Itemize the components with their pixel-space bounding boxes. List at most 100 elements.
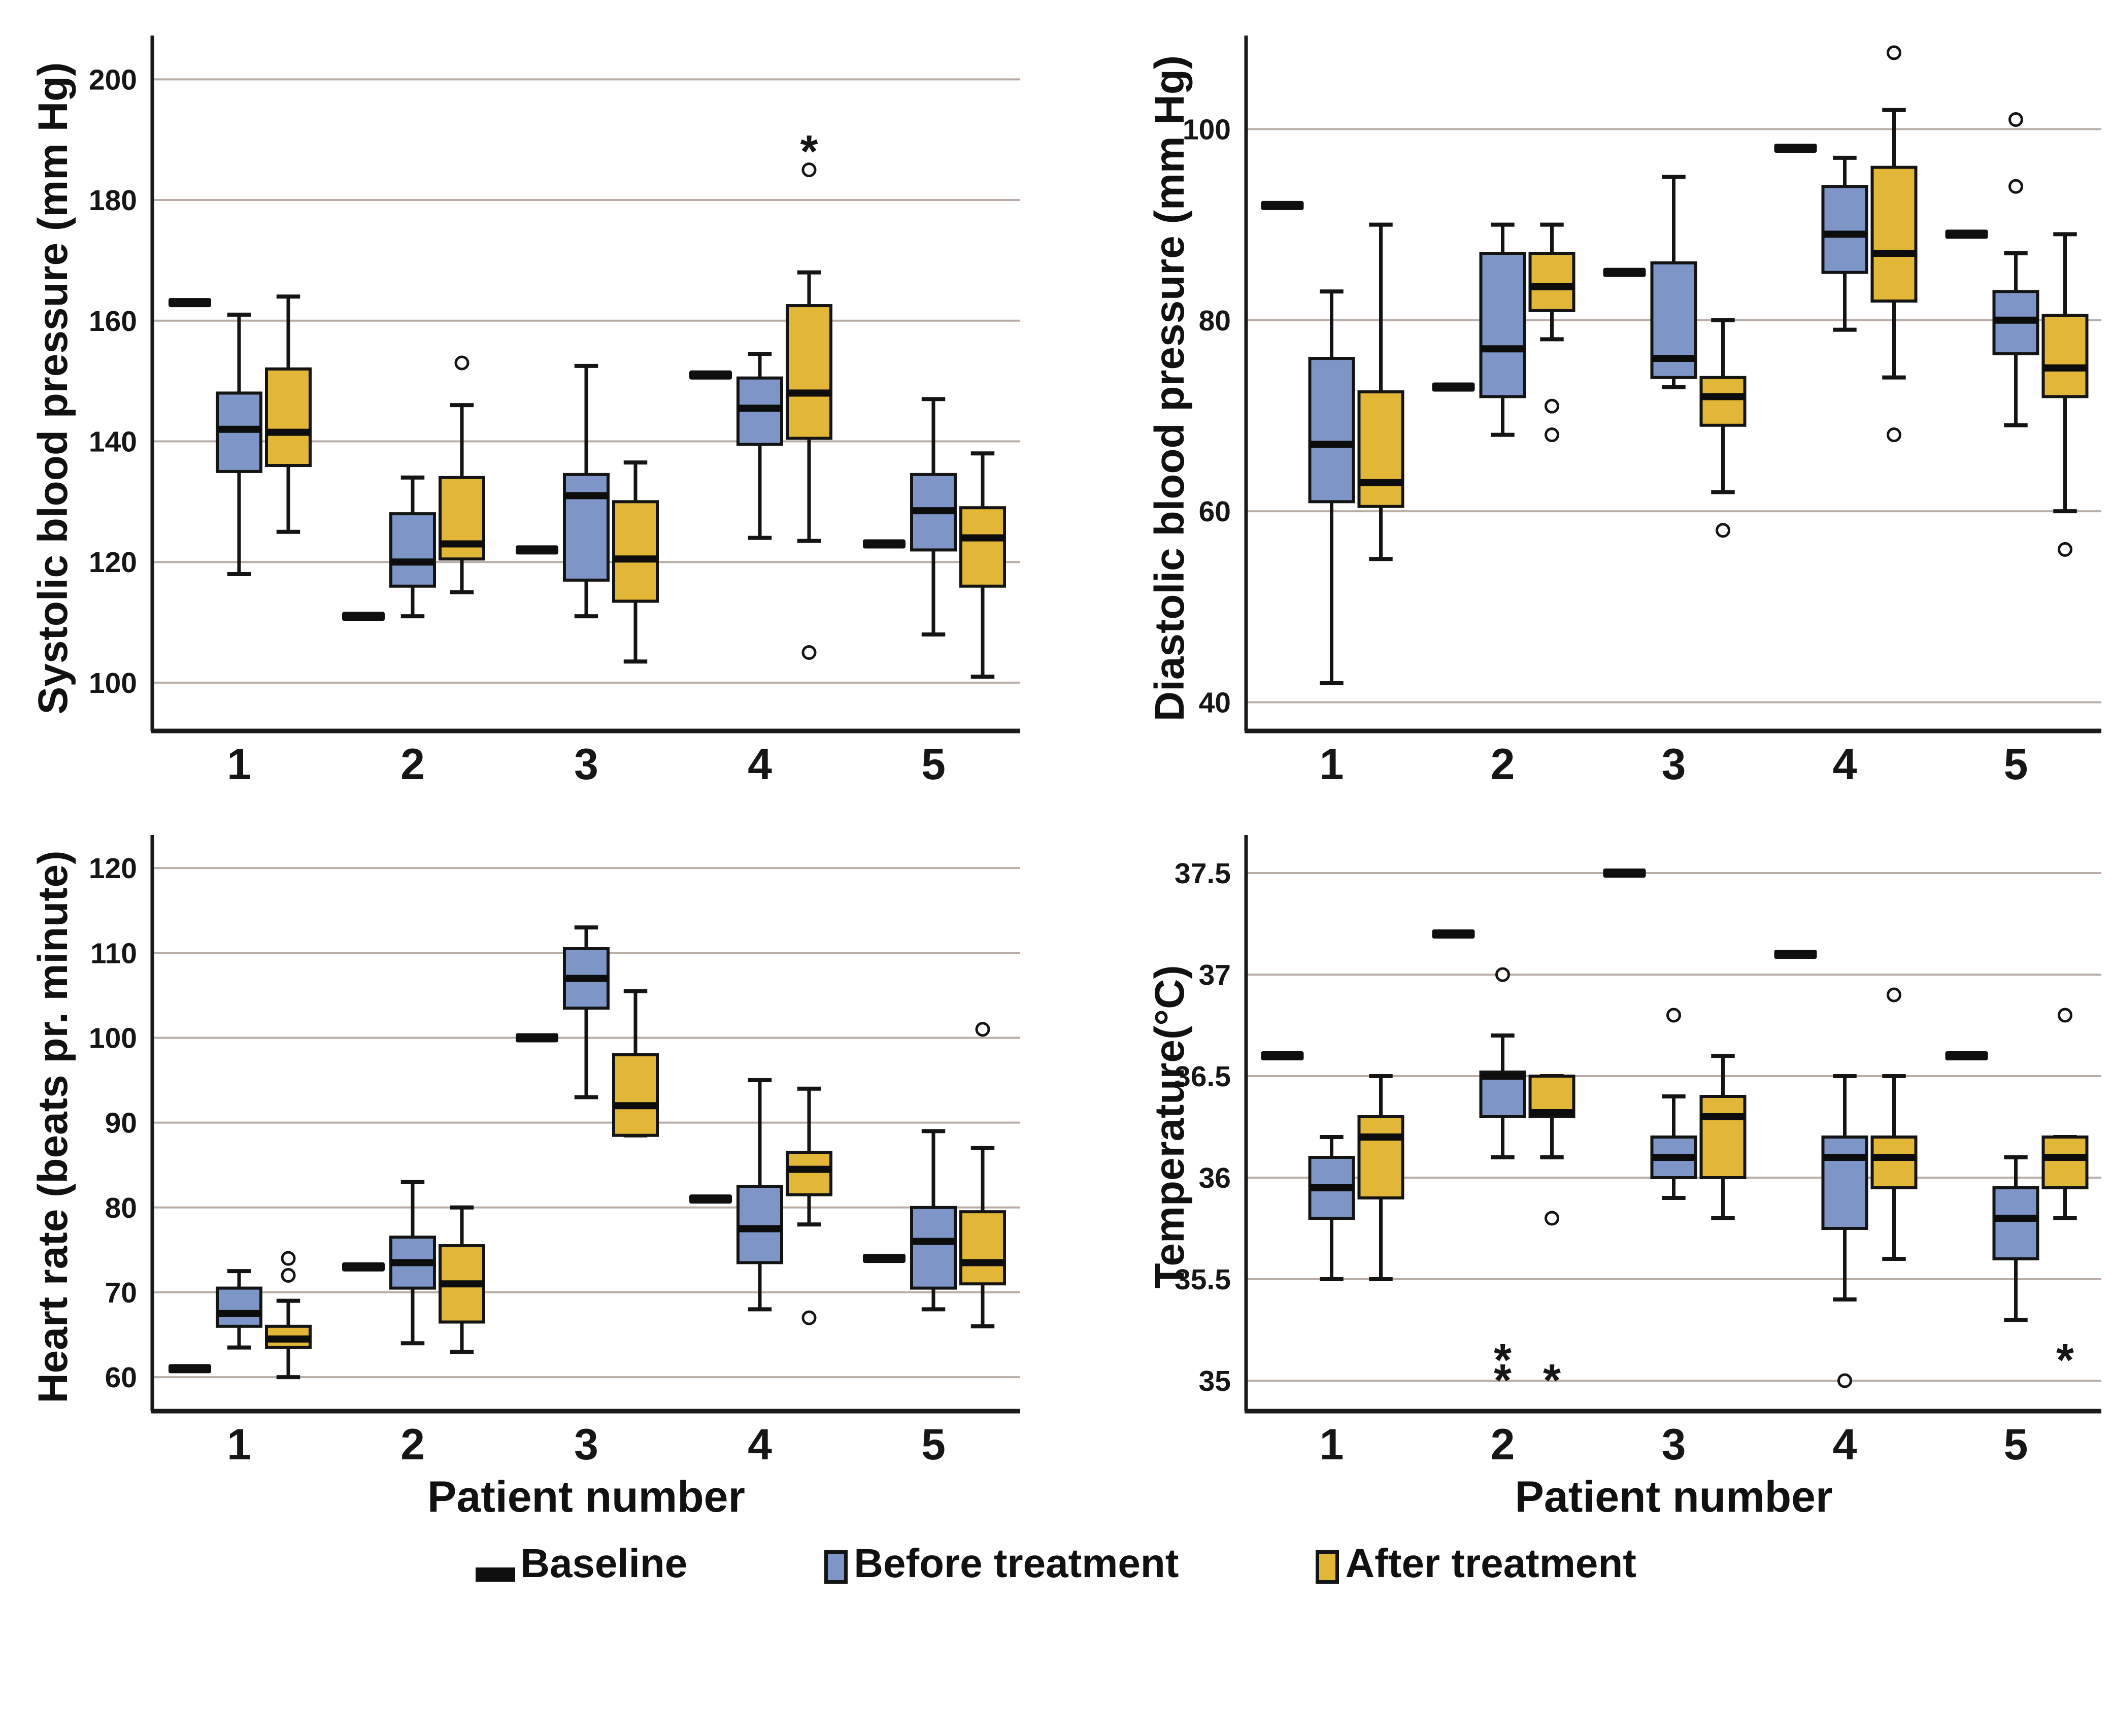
y-tick-label: 100 [89,667,137,699]
outlier-star: * [2056,1335,2074,1386]
legend-item-before-treatment: Before treatment [824,1543,1179,1584]
outlier-circle [281,1251,296,1266]
legend-item-after-treatment: After treatment [1316,1543,1636,1584]
x-category-label: 3 [1662,740,1686,789]
y-tick-label: 180 [89,184,137,217]
box-after [1699,1095,1747,1179]
x-category-label: 3 [574,740,598,789]
before-treatment-box-icon [824,1550,848,1584]
outlier-circle [801,1310,817,1325]
legend-label-after-treatment: After treatment [1345,1541,1636,1586]
y-tick-label: 140 [89,425,137,458]
baseline-marker [689,1194,732,1204]
x-category-label: 1 [227,1420,251,1469]
box-before [910,1206,957,1290]
box-after [612,1053,659,1137]
x-category-label: 5 [2004,1420,2028,1469]
box-before [1992,1186,2039,1260]
outlier-circle [1837,1373,1852,1388]
outlier-circle [801,645,817,660]
x-category-label: 3 [574,1420,598,1469]
outlier-star: * [1494,1335,1512,1386]
x-category-label: 4 [748,1420,772,1469]
y-tick-label: 120 [89,852,137,885]
x-category-label: 3 [1662,1420,1686,1469]
y-tick-label: 120 [89,546,137,579]
y-tick-label: 60 [1199,495,1231,528]
box-after [265,367,312,468]
box-before [563,473,610,582]
outlier-circle [1545,427,1559,443]
legend-label-baseline: Baseline [520,1541,688,1586]
box-after [1357,390,1404,508]
baseline-marker [1261,201,1304,210]
y-tick-label: 70 [105,1277,137,1309]
y-tick-label: 37.5 [1175,857,1231,890]
y-tick-label: 110 [90,937,137,970]
baseline-marker [1774,950,1817,959]
box-before [1821,1136,1868,1230]
y-tick-label: 40 [1199,687,1231,719]
x-category-label: 1 [1320,740,1344,789]
outlier-star: * [800,126,818,177]
box-before [389,512,436,588]
y-tick-label: 100 [1183,113,1231,146]
x-category-label: 5 [921,740,946,789]
outlier-circle [1887,987,1901,1003]
y-tick-label: 160 [89,305,137,338]
baseline-marker [342,1262,385,1272]
y-tick-label: 35.5 [1175,1263,1231,1296]
panel-heart-rate: 60 70 80 90 100 110 120 1 2 3 4 5 [89,835,1020,1469]
box-before [216,1286,262,1328]
box-after [786,304,832,440]
box-after [612,500,659,603]
y-tick-label: 36 [1199,1162,1231,1194]
baseline-marker [1603,869,1646,878]
y-tick-label: 37 [1199,959,1231,991]
y-tick-label: 36.5 [1175,1060,1231,1093]
y-tick-label: 60 [105,1361,137,1394]
outlier-circle [2058,1008,2072,1023]
x-category-label: 1 [227,740,251,789]
x-axis-title-right: Patient number [1515,1473,1833,1521]
baseline-marker [1432,382,1475,392]
baseline-marker [1945,229,1988,239]
baseline-marker [1432,929,1475,939]
box-before [1308,357,1355,504]
x-category-label: 2 [400,1420,425,1469]
baseline-marker [863,1254,906,1263]
y-tick-label: 100 [89,1022,137,1054]
outlier-circle [281,1268,296,1283]
legend-item-baseline: Baseline [476,1543,687,1584]
outlier-circle [2008,112,2023,127]
box-after [1357,1115,1404,1199]
box-after [959,1210,1006,1286]
baseline-marker [1774,144,1817,153]
outlier-circle [975,1022,990,1037]
baseline-marker [516,545,558,555]
box-after [2041,1136,2089,1189]
baseline-marker [342,612,385,621]
outlier-circle [1666,1008,1681,1023]
outlier-star: * [1543,1355,1561,1406]
y-tick-label: 200 [89,63,137,96]
box-after [786,1151,832,1196]
legend: Baseline Before treatment After treatmen… [0,1543,2112,1584]
legend-label-before-treatment: Before treatment [854,1541,1179,1586]
four-panel-boxplot-figure: 100 120 140 160 180 200 1 2 3 4 * 5 40 60 80 100 1 2 3 4 5 60… [0,36,2112,1584]
outlier-circle [1887,45,1901,60]
x-category-label: 4 [748,740,772,789]
x-category-label: 2 [400,740,425,789]
baseline-marker [1945,1051,1988,1060]
x-category-label: 5 [2004,740,2028,789]
panel-diastolic: 40 60 80 100 1 2 3 4 5 [1183,36,2101,789]
x-category-label: 4 [1833,1420,1857,1469]
x-category-label: 4 [1833,740,1857,789]
panel-systolic: 100 120 140 160 180 200 1 2 3 4 * 5 [89,36,1020,789]
baseline-marker [169,1364,211,1374]
box-after [1870,165,1918,303]
outlier-circle [454,355,470,371]
outlier-star: * [1494,1355,1512,1406]
